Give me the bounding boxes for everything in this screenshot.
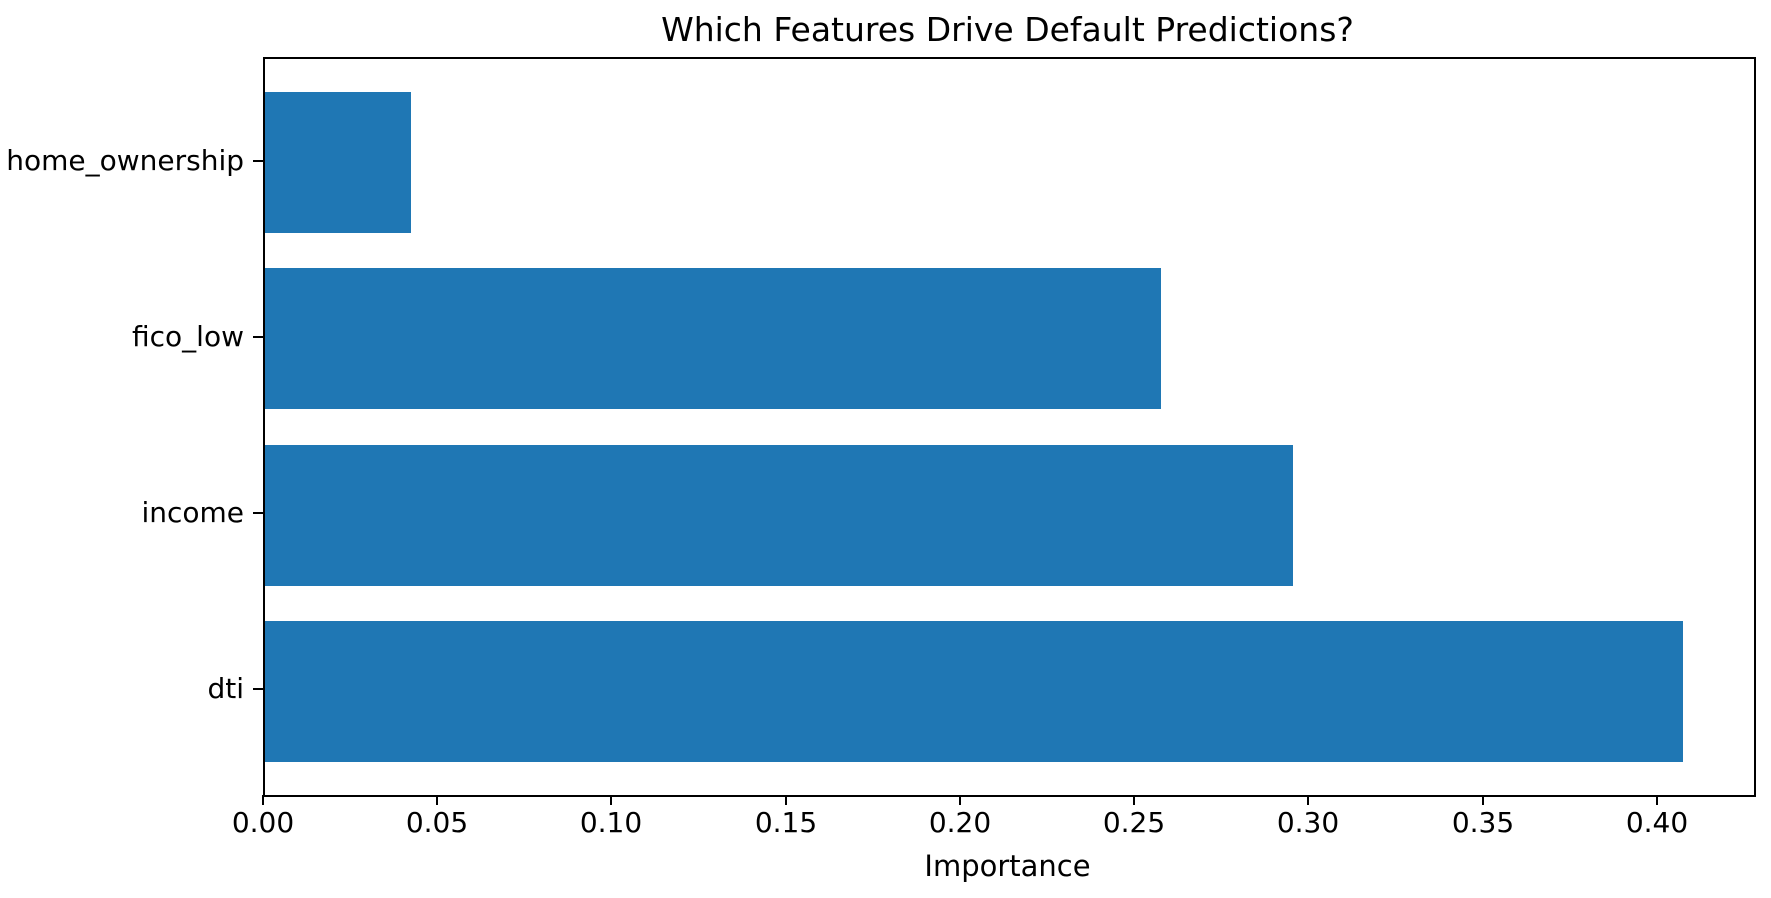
- y-tick-label-income: income: [141, 496, 244, 529]
- bar-home_ownership: [265, 92, 411, 233]
- x-tick-label: 0.25: [1102, 806, 1166, 839]
- plot-area: [263, 57, 1756, 797]
- x-tick-label: 0.35: [1451, 806, 1515, 839]
- x-tick-mark: [1482, 795, 1484, 805]
- y-tick-mark: [253, 336, 263, 338]
- x-tick-mark: [1133, 795, 1135, 805]
- x-tick-label: 0.20: [928, 806, 992, 839]
- chart-title: Which Features Drive Default Predictions…: [661, 10, 1354, 49]
- bar-fico_low: [265, 268, 1161, 409]
- y-tick-label-fico_low: fico_low: [132, 320, 244, 353]
- x-tick-label: 0.05: [405, 806, 469, 839]
- x-tick-mark: [785, 795, 787, 805]
- x-tick-mark: [436, 795, 438, 805]
- x-tick-label: 0.30: [1276, 806, 1340, 839]
- bar-dti: [265, 621, 1683, 762]
- x-tick-label: 0.15: [754, 806, 818, 839]
- y-tick-mark: [253, 688, 263, 690]
- y-tick-label-home_ownership: home_ownership: [6, 144, 244, 177]
- y-tick-mark: [253, 512, 263, 514]
- y-tick-mark: [253, 160, 263, 162]
- x-tick-mark: [1307, 795, 1309, 805]
- x-tick-label: 0.00: [231, 806, 295, 839]
- x-tick-label: 0.10: [579, 806, 643, 839]
- bar-income: [265, 445, 1293, 586]
- x-tick-mark: [1656, 795, 1658, 805]
- y-tick-label-dti: dti: [207, 672, 244, 705]
- x-axis-label: Importance: [924, 849, 1091, 883]
- x-tick-label: 0.40: [1625, 806, 1689, 839]
- x-tick-mark: [959, 795, 961, 805]
- x-tick-mark: [262, 795, 264, 805]
- x-tick-mark: [610, 795, 612, 805]
